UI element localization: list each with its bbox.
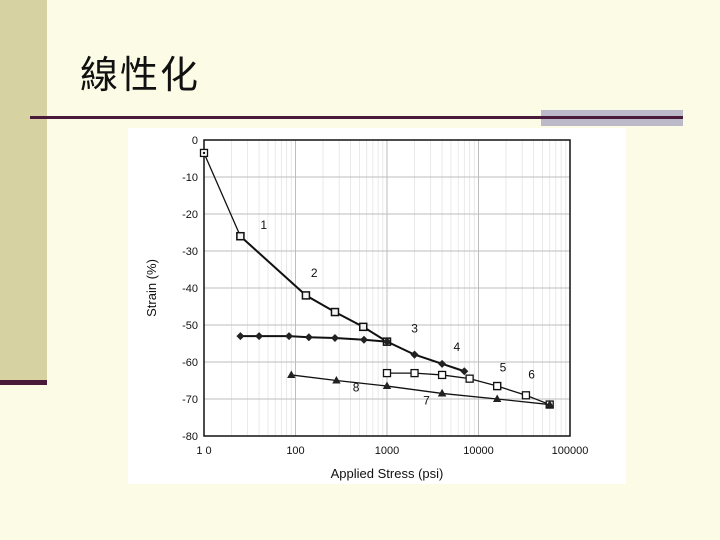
series-5-point xyxy=(382,368,392,378)
y-axis-title: Strain (%) xyxy=(144,259,159,317)
series-8-point xyxy=(437,388,447,397)
series-1-point-dot xyxy=(202,151,206,155)
slide-sidebar xyxy=(0,0,47,383)
series-8-line xyxy=(291,374,443,395)
x-axis-title: Applied Stress (psi) xyxy=(331,466,444,481)
series-8-point xyxy=(332,376,341,384)
series-4-point xyxy=(438,359,447,368)
series-3-point xyxy=(383,337,391,346)
y-tick-label: -30 xyxy=(182,246,198,258)
series-2-point xyxy=(236,231,245,241)
y-tick-label: -10 xyxy=(182,172,198,184)
series-3-point xyxy=(255,332,264,341)
y-tick-label: -20 xyxy=(182,209,198,221)
curve-label: 4 xyxy=(454,340,461,354)
curve-label: 7 xyxy=(423,394,430,408)
curve-label: 8 xyxy=(353,381,360,395)
curve-label: 2 xyxy=(311,266,318,280)
series-6-point xyxy=(521,391,531,400)
series-3-point xyxy=(330,333,339,342)
title-rule-accent-line xyxy=(541,116,683,119)
x-tick-label: 1000 xyxy=(375,445,399,457)
series-3-line xyxy=(240,335,415,356)
chart-panel: 0 -10 -20 -30 -40 -50 -60 -70 -80 1 0 100 1000 10000… xyxy=(128,128,626,484)
x-tick-label: 1 0 xyxy=(196,445,211,457)
series-8-point xyxy=(382,381,392,390)
title-rule xyxy=(30,116,542,119)
series-7-point xyxy=(492,394,502,402)
curve-label: 3 xyxy=(411,321,418,335)
curve-label: 5 xyxy=(500,360,507,374)
y-tick-label: -50 xyxy=(182,320,198,332)
y-tick-label: -60 xyxy=(182,357,198,369)
strain-stress-chart: 0 -10 -20 -30 -40 -50 -60 -70 -80 1 0 100 1000 10000… xyxy=(144,135,589,481)
series-3-point xyxy=(285,332,294,341)
y-tick-label: 0 xyxy=(192,135,198,147)
series-3-point xyxy=(236,332,245,341)
series-3-point xyxy=(304,333,313,342)
series-3-point xyxy=(359,335,368,344)
series-6-point xyxy=(493,381,502,391)
series-8-point xyxy=(287,370,296,378)
x-tick-label: 100 xyxy=(286,445,304,457)
series-1-line xyxy=(203,152,242,237)
series-4-point xyxy=(460,367,469,376)
series-7-point xyxy=(545,400,554,408)
series-5-point xyxy=(410,368,419,378)
series-4-point xyxy=(410,350,419,359)
plot-frame xyxy=(203,139,571,437)
y-tick-label: -70 xyxy=(182,394,198,406)
sidebar-shadow xyxy=(0,380,47,385)
y-tick-label: -80 xyxy=(182,431,198,443)
series-2-point xyxy=(301,291,311,300)
curve-label: 6 xyxy=(528,368,535,382)
y-tick-label: -40 xyxy=(182,283,198,295)
curve-label: 1 xyxy=(260,218,267,232)
series-2-point xyxy=(330,307,340,317)
series-5-point xyxy=(437,370,447,380)
x-tick-label: 100000 xyxy=(552,445,589,457)
series-2-point xyxy=(358,322,368,332)
series-5-point xyxy=(465,374,474,383)
slide-title: 線性化 xyxy=(80,53,201,97)
x-tick-label: 10000 xyxy=(463,445,494,457)
